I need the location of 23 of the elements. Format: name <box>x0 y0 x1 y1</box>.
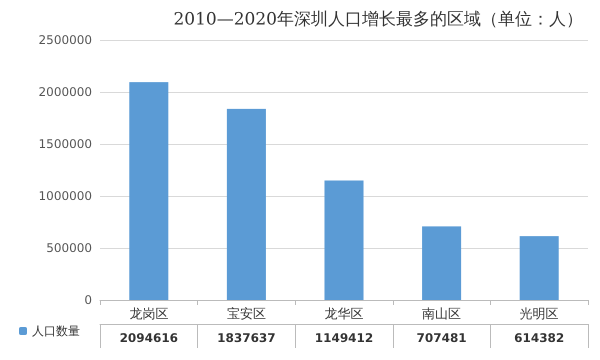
x-tick-label: 龙华区 <box>324 307 364 322</box>
bar <box>226 108 266 300</box>
data-label: 1149412 <box>314 331 374 345</box>
y-tick-label: 500000 <box>46 241 92 255</box>
x-tick-label: 光明区 <box>520 307 559 322</box>
bar <box>422 226 462 300</box>
legend-label: 人口数量 <box>32 324 80 338</box>
y-tick-label: 1000000 <box>38 189 92 203</box>
y-tick-label: 2500000 <box>38 33 92 47</box>
bar <box>129 82 168 300</box>
x-tick-label: 南山区 <box>422 307 462 322</box>
data-label: 707481 <box>416 331 467 345</box>
x-tick-label: 宝安区 <box>226 306 266 322</box>
y-tick-label: 1500000 <box>38 137 92 151</box>
data-label: 2094616 <box>120 331 178 345</box>
y-tick-label: 0 <box>84 293 92 307</box>
chart-title: 2010—2020年深圳人口增长最多的区域（单位：人） <box>173 10 584 30</box>
data-label: 614382 <box>514 331 564 345</box>
data-label: 1837637 <box>217 331 276 345</box>
bar <box>324 180 364 300</box>
y-tick-label: 2000000 <box>38 85 92 99</box>
x-tick-label: 龙岗区 <box>129 307 168 322</box>
bar <box>520 236 559 300</box>
